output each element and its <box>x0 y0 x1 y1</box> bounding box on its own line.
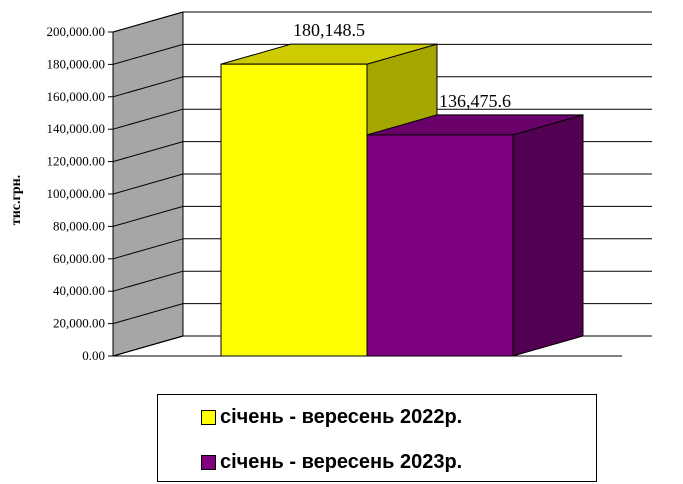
bar-side-face <box>512 114 584 357</box>
legend-label-2022: січень - вересень 2022р. <box>220 405 463 428</box>
floor-edge <box>112 335 184 357</box>
y-tick-label: 140,000.00 <box>47 121 106 136</box>
gridline-side <box>112 303 184 325</box>
bar-front-face <box>220 63 368 357</box>
y-tick-label: 60,000.00 <box>53 251 105 266</box>
gridline-side <box>112 173 184 195</box>
y-tick-label: 160,000.00 <box>47 89 106 104</box>
y-tick-label: 80,000.00 <box>53 218 105 233</box>
y-tick-label: 40,000.00 <box>53 283 105 298</box>
y-tick-label: 0.00 <box>82 348 105 363</box>
y-tick-label: 200,000.00 <box>47 24 106 39</box>
gridline-side <box>112 205 184 227</box>
y-tick-label: 100,000.00 <box>47 186 106 201</box>
data-label-1: 136,475.6 <box>439 91 511 111</box>
legend-swatch-2023 <box>201 454 216 470</box>
legend-label-2023: січень - вересень 2023р. <box>220 450 463 473</box>
gridline-side <box>112 76 184 98</box>
gridline-side <box>112 11 184 33</box>
legend-swatch-2022 <box>201 409 216 425</box>
bars <box>220 43 584 357</box>
bar-front-face <box>366 134 514 357</box>
y-tick-label: 180,000.00 <box>47 56 106 71</box>
data-labels: 180,148.5 136,475.6 <box>293 20 511 111</box>
y-axis-label: тис.грн. <box>9 175 24 225</box>
gridline-side <box>112 108 184 130</box>
bar-chart: 0.00 20,000.00 40,000.00 60,000.00 80,000.00… <box>9 11 652 363</box>
data-label-0: 180,148.5 <box>293 20 365 40</box>
gridline-side <box>112 270 184 292</box>
y-tick-labels: 0.00 20,000.00 40,000.00 60,000.00 80,000.00… <box>47 24 106 363</box>
legend: січень - вересень 2022р. січень - вересе… <box>157 394 597 482</box>
gridline-side <box>112 238 184 260</box>
legend-item-2022: січень - вересень 2022р. <box>201 405 462 429</box>
y-tick-label: 20,000.00 <box>53 316 105 331</box>
y-tick-label: 120,000.00 <box>47 154 106 169</box>
bar-1 <box>366 114 584 357</box>
gridline-side <box>112 141 184 163</box>
gridline-side <box>112 43 184 65</box>
legend-item-2023: січень - вересень 2023р. <box>201 450 462 474</box>
